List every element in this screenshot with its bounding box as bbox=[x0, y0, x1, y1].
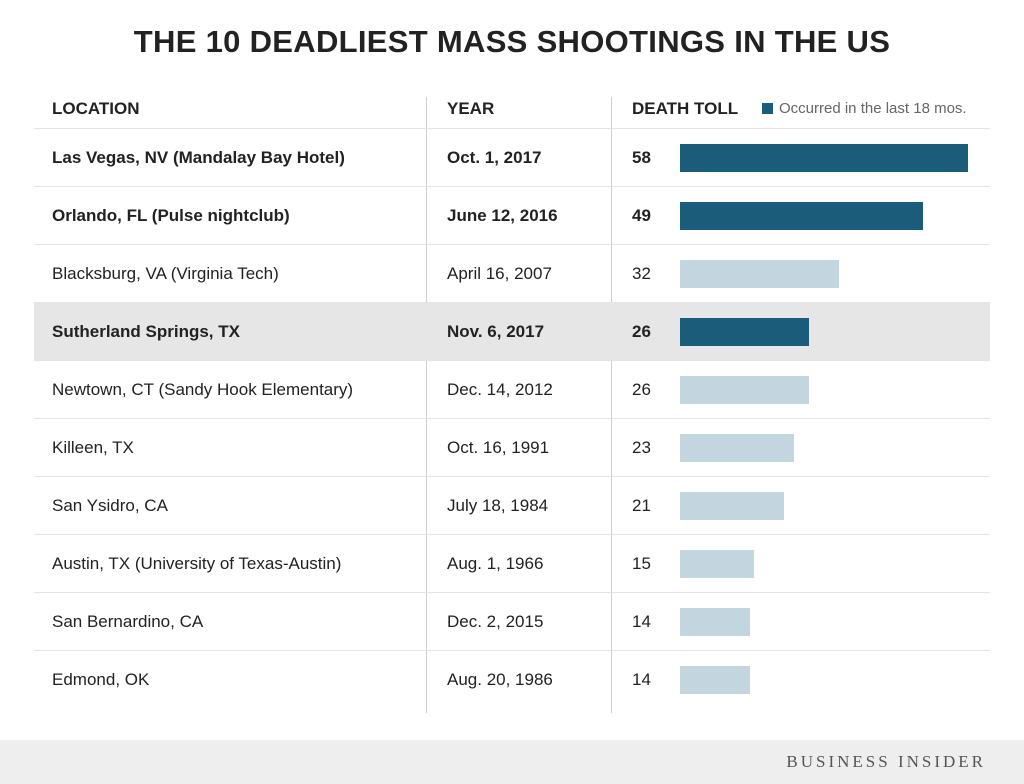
table-row: Edmond, OK Aug. 20, 1986 14 bbox=[34, 650, 990, 708]
row-death-toll-label: 21 bbox=[632, 496, 651, 515]
footer: BUSINESS INSIDER bbox=[0, 740, 1024, 784]
row-year: Oct. 16, 1991 bbox=[447, 438, 550, 457]
row-location: Orlando, FL (Pulse nightclub) bbox=[52, 206, 290, 225]
death-toll-bar bbox=[680, 550, 754, 578]
column-header-location: LOCATION bbox=[52, 99, 140, 118]
death-toll-bar bbox=[680, 492, 784, 520]
row-year: July 18, 1984 bbox=[447, 496, 549, 515]
row-year: Nov. 6, 2017 bbox=[447, 322, 545, 341]
column-header-year: YEAR bbox=[447, 99, 495, 118]
death-toll-bar bbox=[680, 376, 809, 404]
column-header-death-toll: DEATH TOLL bbox=[632, 99, 739, 118]
row-death-toll-label: 32 bbox=[632, 264, 651, 283]
row-location: Las Vegas, NV (Mandalay Bay Hotel) bbox=[52, 148, 345, 167]
row-location: San Ysidro, CA bbox=[52, 496, 168, 515]
legend: Occurred in the last 18 mos. bbox=[762, 100, 967, 117]
row-location: Sutherland Springs, TX bbox=[52, 322, 240, 341]
table-row: San Ysidro, CA July 18, 1984 21 bbox=[34, 476, 990, 534]
row-year: Aug. 1, 1966 bbox=[447, 554, 544, 573]
table-row: Orlando, FL (Pulse nightclub) June 12, 20… bbox=[34, 186, 990, 244]
table-row: San Bernardino, CA Dec. 2, 2015 14 bbox=[34, 592, 990, 650]
row-location: Newtown, CT (Sandy Hook Elementary) bbox=[52, 380, 354, 399]
death-toll-bar bbox=[680, 260, 839, 288]
row-location: Edmond, OK bbox=[52, 670, 150, 689]
table-row: Newtown, CT (Sandy Hook Elementary) Dec. … bbox=[34, 360, 990, 418]
table-row: Las Vegas, NV (Mandalay Bay Hotel) Oct. 1… bbox=[34, 128, 990, 186]
row-death-toll-label: 26 bbox=[632, 322, 651, 341]
death-toll-bar bbox=[680, 318, 809, 346]
row-location: Killeen, TX bbox=[52, 438, 134, 457]
column-divider-year bbox=[426, 97, 427, 713]
death-toll-bar bbox=[680, 666, 750, 694]
table-row: Austin, TX (University of Texas-Austin) A… bbox=[34, 534, 990, 592]
row-death-toll-label: 23 bbox=[632, 438, 651, 457]
row-year: Dec. 14, 2012 bbox=[447, 380, 553, 399]
legend-swatch bbox=[762, 103, 773, 114]
row-death-toll-label: 26 bbox=[632, 380, 651, 399]
column-divider-toll bbox=[611, 97, 612, 713]
death-toll-bar bbox=[680, 202, 923, 230]
table-row: Sutherland Springs, TX Nov. 6, 2017 26 bbox=[34, 302, 990, 360]
table-row: Blacksburg, VA (Virginia Tech) April 16, … bbox=[34, 244, 990, 302]
row-death-toll-label: 58 bbox=[632, 148, 651, 167]
row-year: Oct. 1, 2017 bbox=[447, 148, 542, 167]
row-death-toll-label: 49 bbox=[632, 206, 651, 225]
row-location: San Bernardino, CA bbox=[52, 612, 204, 631]
table-row: Killeen, TX Oct. 16, 1991 23 bbox=[34, 418, 990, 476]
brand-logo: BUSINESS INSIDER bbox=[786, 752, 986, 771]
chart-title: THE 10 DEADLIEST MASS SHOOTINGS IN THE U… bbox=[133, 24, 891, 59]
death-toll-bar bbox=[680, 434, 794, 462]
row-location: Austin, TX (University of Texas-Austin) bbox=[52, 554, 342, 573]
death-toll-bar bbox=[680, 608, 750, 636]
legend-label: Occurred in the last 18 mos. bbox=[779, 100, 967, 117]
death-toll-bar bbox=[680, 144, 968, 172]
row-year: April 16, 2007 bbox=[447, 264, 552, 283]
row-year: June 12, 2016 bbox=[447, 206, 558, 225]
row-death-toll-label: 15 bbox=[632, 554, 651, 573]
row-year: Dec. 2, 2015 bbox=[447, 612, 544, 631]
row-year: Aug. 20, 1986 bbox=[447, 670, 553, 689]
row-death-toll-label: 14 bbox=[632, 612, 651, 631]
row-location: Blacksburg, VA (Virginia Tech) bbox=[52, 264, 279, 283]
row-death-toll-label: 14 bbox=[632, 670, 651, 689]
table-header: LOCATION YEAR DEATH TOLL Occurred in the… bbox=[0, 90, 1024, 128]
